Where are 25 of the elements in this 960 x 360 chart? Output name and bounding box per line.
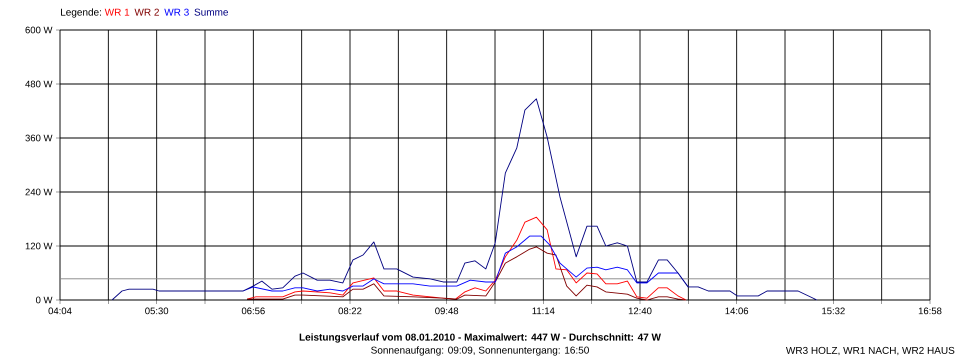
text: WR 2 [134, 8, 159, 16]
text: WR 3 [164, 8, 189, 16]
x-tick-label: 12:40 [628, 308, 652, 314]
y-tick-label: 0 W [36, 296, 52, 304]
text: WR3 HOLZ, WR1 NACH, WR2 HAUS [786, 346, 954, 356]
text: Leistungsverlauf vom 08.01.2010 - Maximalwert: 447 W - Durchschnitt: 47 W [300, 333, 661, 343]
x-tick-label: 11:14 [532, 308, 555, 314]
x-tick-label: 05:30 [145, 308, 168, 314]
y-tick-label: 240 W [25, 188, 52, 196]
x-tick-label: 14:06 [726, 308, 748, 314]
y-tick-label: 600 W [26, 26, 52, 34]
y-tick-label: 480 W [25, 80, 52, 88]
x-tick-label: 09:48 [435, 308, 458, 314]
x-tick-label: 08:22 [338, 308, 362, 314]
text: Sonnenaufgang: 09:09, Sonnenuntergang: 16:50 [371, 346, 589, 356]
line-series [112, 98, 818, 300]
x-tick-label: 15:32 [822, 308, 845, 314]
text: Summe [194, 8, 228, 16]
x-tick-label: 04:04 [48, 308, 72, 314]
x-tick-label: 06:56 [242, 308, 265, 314]
legend-title: Legende: [61, 8, 101, 18]
y-tick-label: 120 W [26, 242, 52, 250]
y-tick-label: 360 W [25, 134, 52, 142]
x-tick-label: 16:58 [918, 308, 942, 314]
text: WR 1 [104, 8, 130, 16]
